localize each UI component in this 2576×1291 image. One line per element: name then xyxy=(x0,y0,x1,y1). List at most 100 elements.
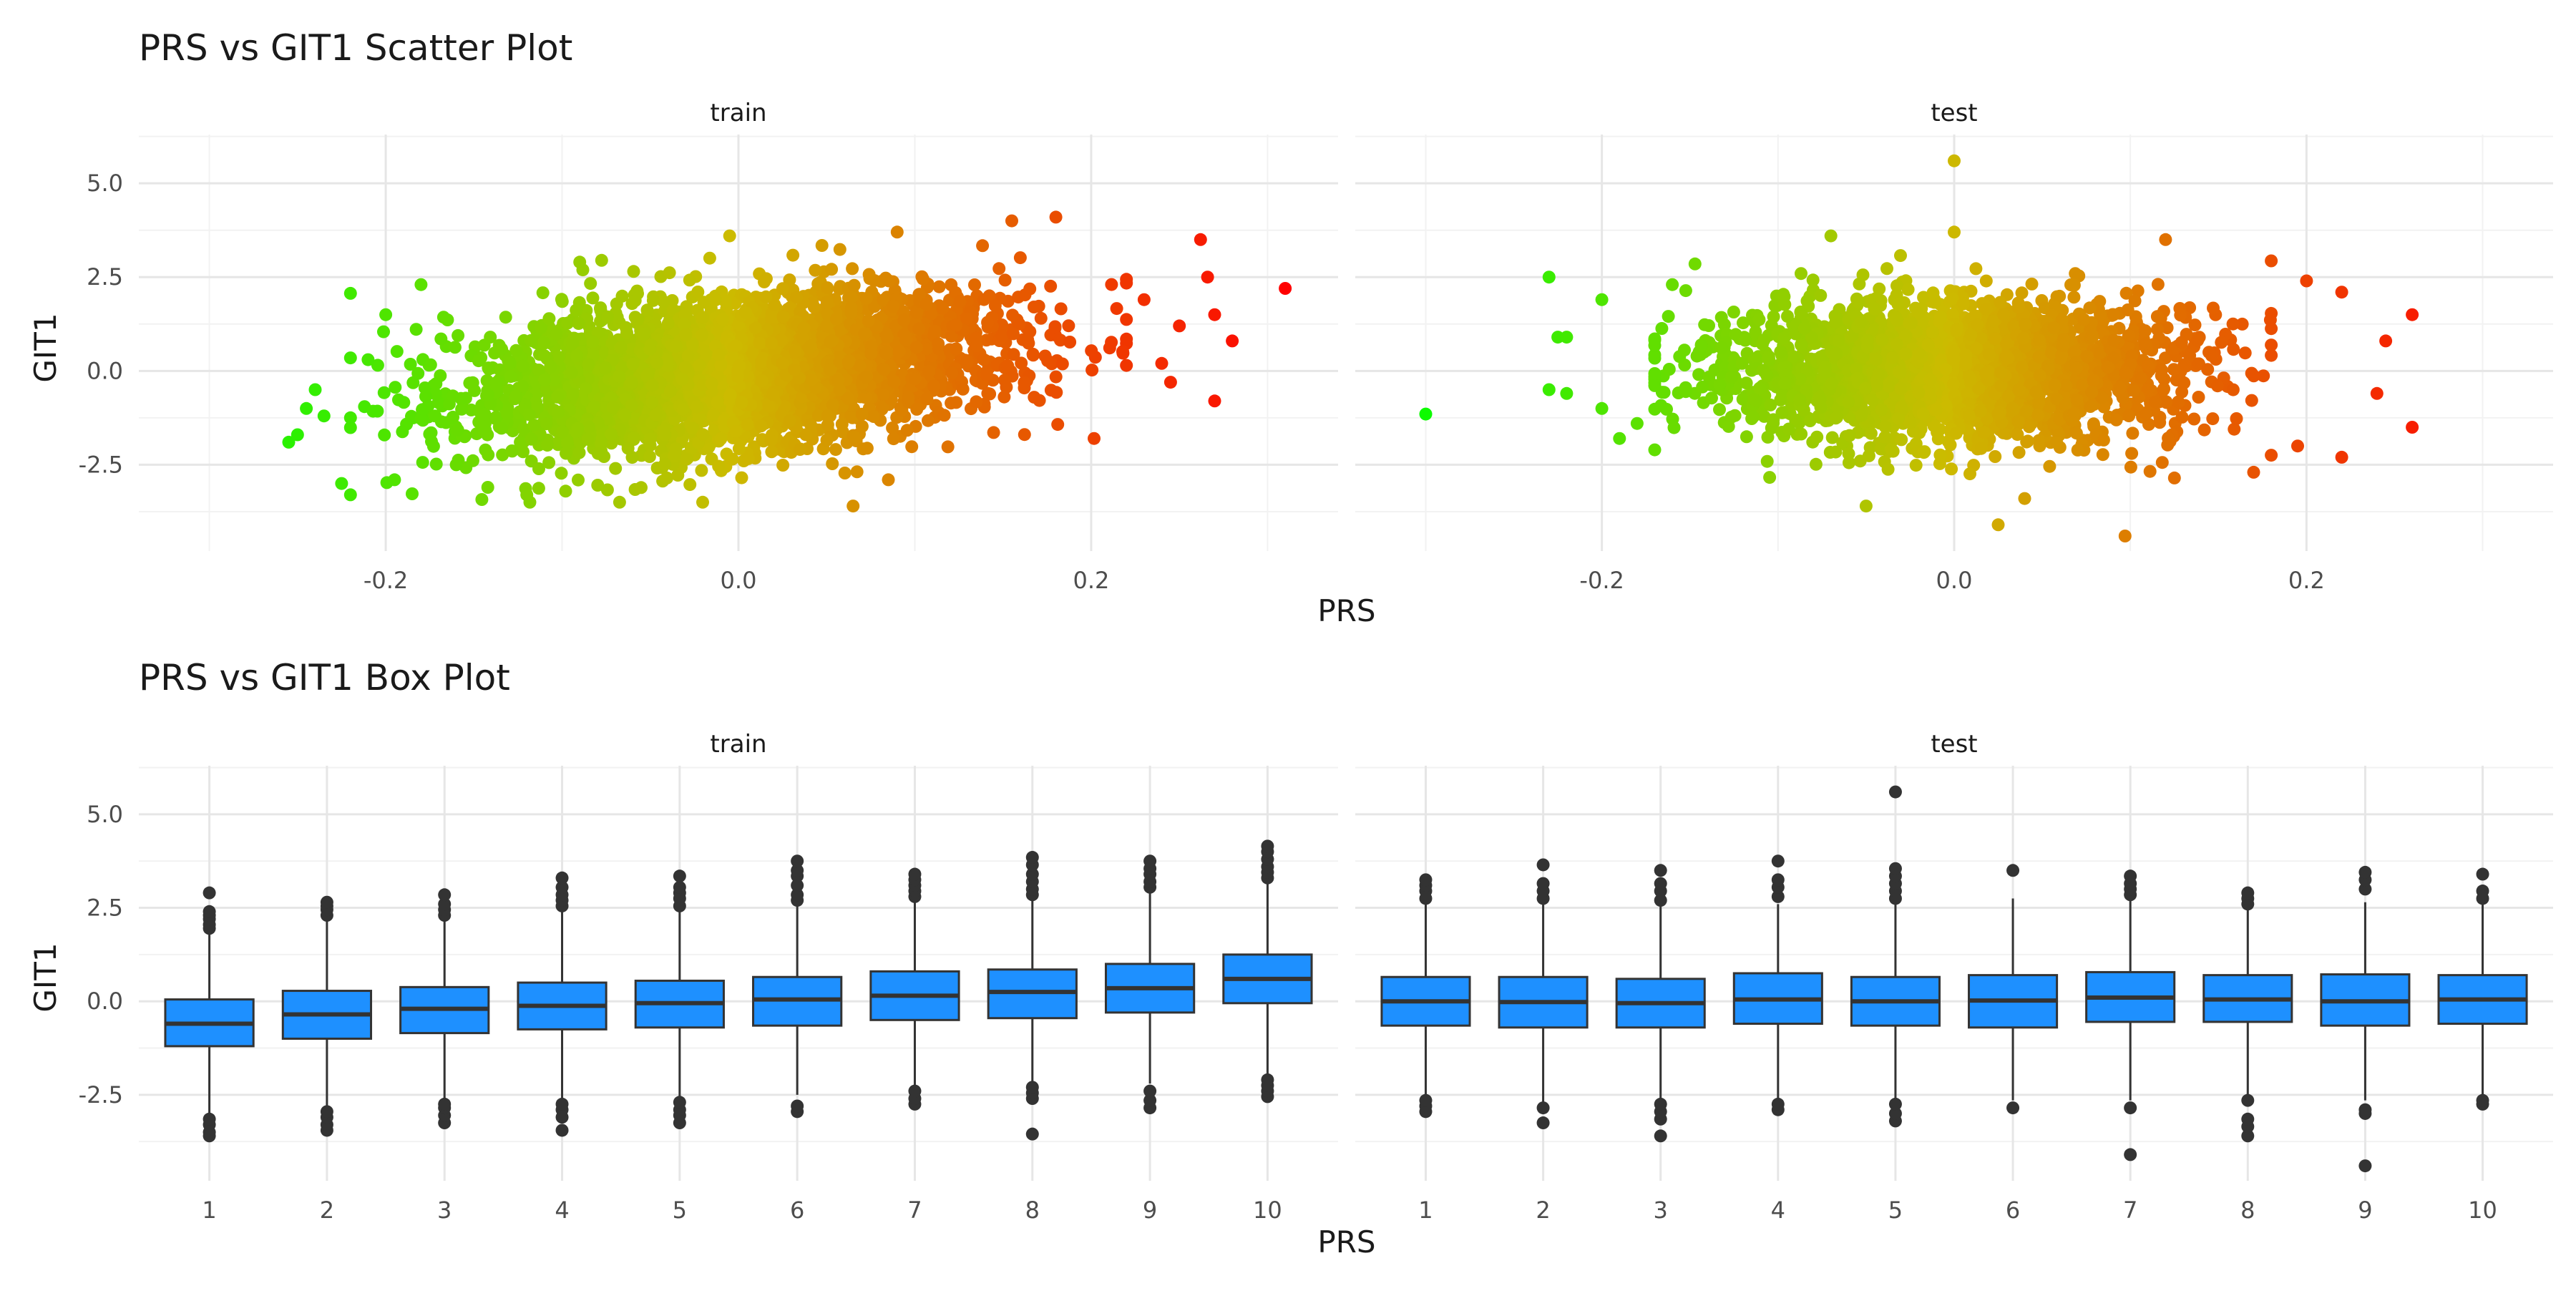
scatter-point xyxy=(1050,210,1063,223)
scatter-point xyxy=(1050,371,1063,384)
scatter-point xyxy=(695,464,708,477)
scatter-point xyxy=(2239,346,2252,359)
scatter-point xyxy=(902,391,914,404)
scatter-point xyxy=(556,425,569,438)
scatter-point xyxy=(893,345,906,358)
scatter-point xyxy=(696,496,709,509)
scatter-point xyxy=(664,384,677,397)
scatter-point xyxy=(1088,432,1101,445)
scatter-point xyxy=(909,372,922,385)
scatter-point xyxy=(970,395,982,408)
scatter-point xyxy=(2050,436,2063,449)
scatter-point xyxy=(980,369,993,381)
scatter-point xyxy=(928,325,941,338)
scatter-point xyxy=(887,300,899,313)
scatter-point xyxy=(863,268,876,281)
scatter-point xyxy=(643,450,656,463)
scatter-point xyxy=(1120,313,1133,326)
scatter-point xyxy=(683,273,696,286)
scatter-x-tick-label: 0.2 xyxy=(2288,567,2325,594)
scatter-point xyxy=(788,364,801,376)
scatter-point xyxy=(660,472,673,484)
scatter-point xyxy=(992,262,1005,275)
scatter-point xyxy=(703,252,716,265)
scatter-point xyxy=(572,474,585,487)
scatter-point xyxy=(1049,321,1062,333)
scatter-point xyxy=(538,349,551,362)
scatter-point xyxy=(809,264,821,277)
scatter-point xyxy=(517,360,530,373)
scatter-y-tick-label: -2.5 xyxy=(79,451,123,478)
scatter-point xyxy=(475,493,488,506)
scatter-point xyxy=(805,374,818,386)
scatter-point xyxy=(1028,301,1040,313)
scatter-point xyxy=(739,306,752,319)
scatter-point xyxy=(2207,302,2220,315)
scatter-point xyxy=(1156,357,1169,370)
scatter-point xyxy=(452,424,464,437)
scatter-point xyxy=(864,347,877,360)
scatter-point xyxy=(538,374,551,386)
scatter-point xyxy=(758,276,771,288)
scatter-point xyxy=(1194,233,1207,246)
scatter-point xyxy=(389,381,401,394)
scatter-point xyxy=(753,337,766,350)
scatter-point xyxy=(1085,344,1098,357)
scatter-point xyxy=(631,313,644,326)
scatter-point xyxy=(541,439,554,452)
scatter-point xyxy=(1810,458,1823,471)
scatter-point xyxy=(504,370,517,383)
scatter-point xyxy=(783,414,796,427)
scatter-point xyxy=(933,281,946,293)
scatter-point xyxy=(1001,359,1014,372)
scatter-point xyxy=(1027,348,1040,361)
scatter-point xyxy=(845,301,858,314)
scatter-point xyxy=(839,467,852,479)
scatter-point xyxy=(592,447,605,460)
scatter-point xyxy=(627,358,640,371)
scatter-point xyxy=(670,340,683,353)
scatter-point xyxy=(582,421,595,434)
scatter-point xyxy=(658,428,671,441)
scatter-point xyxy=(912,323,925,336)
scatter-point xyxy=(919,298,932,311)
scatter-point xyxy=(609,462,622,475)
scatter-point xyxy=(2187,413,2200,426)
scatter-point xyxy=(691,400,703,413)
scatter-point xyxy=(765,445,778,458)
scatter-point xyxy=(625,376,638,389)
scatter-point xyxy=(804,340,817,353)
scatter-point xyxy=(344,351,357,364)
scatter-point xyxy=(834,243,847,256)
scatter-point xyxy=(300,402,313,415)
scatter-point xyxy=(860,292,873,305)
scatter-point xyxy=(410,323,423,336)
scatter-point xyxy=(504,356,517,369)
scatter-point xyxy=(831,374,844,386)
scatter-point xyxy=(942,440,955,453)
scatter-x-tick-label: 0.0 xyxy=(721,567,757,594)
scatter-point xyxy=(591,479,604,492)
scatter-point xyxy=(2125,447,2138,460)
scatter-point xyxy=(733,359,746,372)
scatter-point xyxy=(628,432,640,444)
scatter-point xyxy=(2265,449,2278,462)
scatter-point xyxy=(696,428,709,441)
scatter-point xyxy=(1051,418,1064,431)
scatter-point xyxy=(950,342,962,355)
scatter-point xyxy=(2156,456,2169,469)
scatter-point xyxy=(447,411,459,424)
scatter-point xyxy=(848,431,861,444)
scatter-point xyxy=(1033,394,1046,407)
scatter-x-tick-label: -0.2 xyxy=(1579,567,1624,594)
scatter-point xyxy=(2067,291,2080,303)
scatter-point xyxy=(2097,448,2109,461)
scatter-point xyxy=(675,373,688,386)
scatter-point xyxy=(953,295,966,308)
scatter-point xyxy=(736,472,748,484)
scatter-point xyxy=(416,456,429,469)
scatter-point xyxy=(1918,446,1931,459)
scatter-point xyxy=(392,394,405,406)
scatter-point xyxy=(1880,262,1893,275)
